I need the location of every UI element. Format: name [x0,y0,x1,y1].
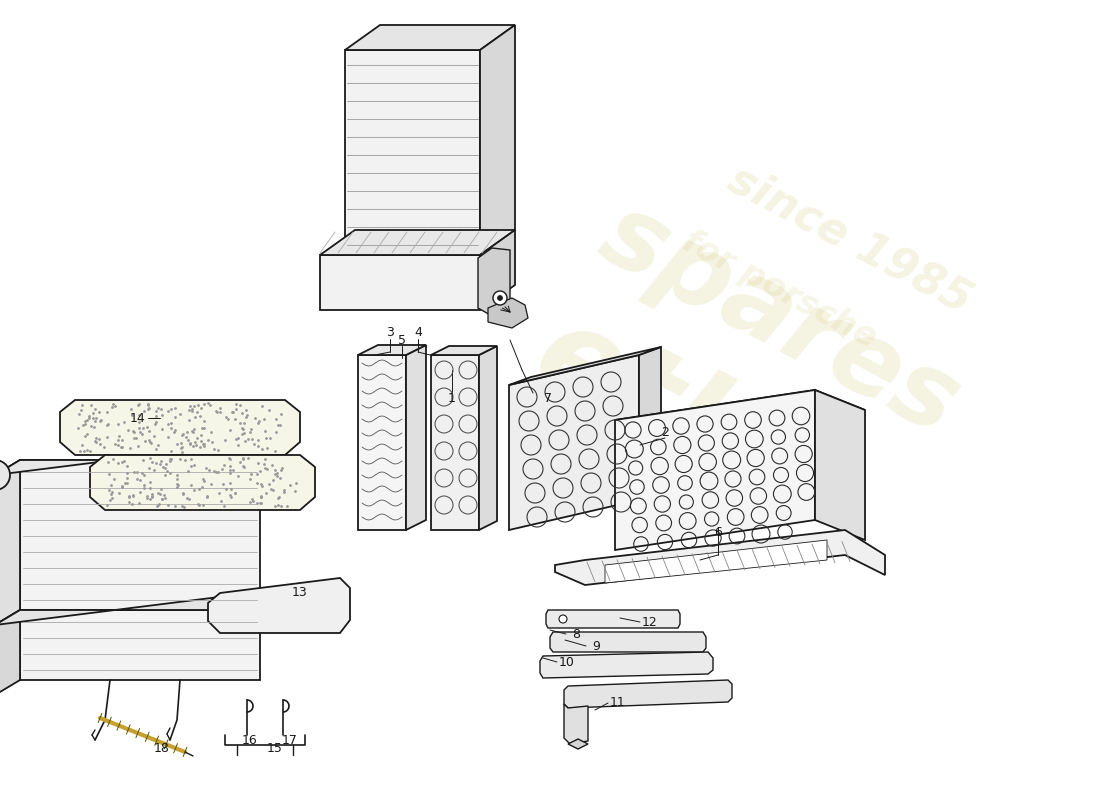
Polygon shape [0,595,260,625]
Text: 13: 13 [293,586,308,598]
Polygon shape [478,346,497,530]
Text: 10: 10 [559,655,575,669]
Polygon shape [320,230,515,255]
Text: 11: 11 [610,697,626,710]
Circle shape [0,460,10,490]
Polygon shape [208,578,350,633]
Polygon shape [488,298,528,328]
Text: 1: 1 [448,391,455,405]
Text: 15: 15 [267,742,283,754]
Text: etka: etka [514,294,846,546]
Circle shape [493,291,507,305]
Text: 3: 3 [386,326,394,339]
Polygon shape [540,652,713,678]
Text: 12: 12 [642,615,658,629]
Text: 2: 2 [661,426,669,438]
Polygon shape [639,347,661,500]
Polygon shape [564,704,589,744]
Polygon shape [406,345,426,530]
Polygon shape [20,460,260,610]
Polygon shape [60,400,300,455]
Text: 8: 8 [572,627,580,641]
Text: 5: 5 [398,334,406,346]
Text: 16: 16 [242,734,257,746]
Text: 6: 6 [714,526,722,539]
Polygon shape [90,455,315,510]
Polygon shape [0,610,20,695]
Polygon shape [509,347,661,385]
Polygon shape [546,610,680,628]
Polygon shape [564,680,732,708]
Polygon shape [509,355,639,530]
Polygon shape [615,390,815,550]
Polygon shape [568,739,588,749]
Polygon shape [480,25,515,255]
Circle shape [497,295,503,301]
Polygon shape [605,540,827,583]
Text: 9: 9 [592,639,600,653]
Text: 14: 14 [130,411,146,425]
Polygon shape [478,248,510,316]
Polygon shape [550,632,706,652]
Text: for porsche: for porsche [678,225,882,355]
Text: since 1985: since 1985 [720,158,979,322]
Polygon shape [480,230,515,310]
Polygon shape [431,355,478,530]
Polygon shape [815,390,865,540]
Polygon shape [358,355,406,530]
Polygon shape [615,390,865,440]
Text: spares: spares [584,184,976,456]
Circle shape [559,615,566,623]
Text: 7: 7 [544,391,552,405]
Polygon shape [345,50,480,255]
Text: 17: 17 [282,734,298,746]
Polygon shape [556,530,886,585]
Polygon shape [0,460,20,625]
Text: 4: 4 [414,326,422,339]
Polygon shape [345,25,515,50]
Polygon shape [20,610,260,680]
Polygon shape [320,255,480,310]
Text: 18: 18 [154,742,169,754]
Polygon shape [0,445,260,475]
Polygon shape [431,346,497,355]
Polygon shape [358,345,426,355]
